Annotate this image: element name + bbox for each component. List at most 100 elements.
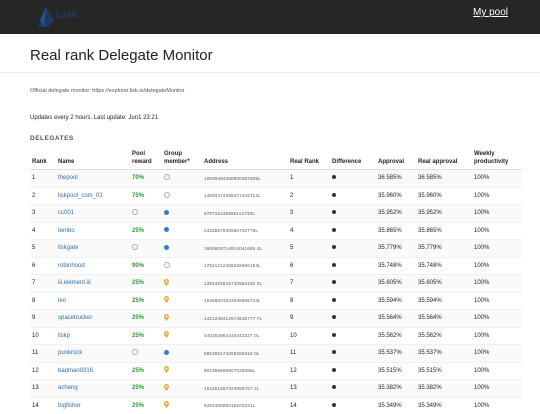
delegate-name-link[interactable]: cc001 [58,210,75,217]
delegate-name-link[interactable]: spacetrucker [58,315,93,322]
delegate-name-link[interactable]: punkrock [58,350,83,357]
my-pool-link[interactable]: My pool [472,7,508,18]
top-bar: Lisk My pool [0,0,540,34]
cell-approval: 35.515% [376,361,416,380]
delegate-name-link[interactable]: liskgate [58,245,79,252]
cell-approval: 35.865% [376,221,416,240]
col-pool-reward[interactable]: Pool reward [130,148,162,170]
lisk-logo-icon[interactable] [36,6,80,28]
cell-real-approval: 35.382% [416,379,472,397]
cell-real-rank: 11 [288,344,330,362]
cell-productivity: 100% [472,221,522,240]
cell-rank: 14 [30,396,56,414]
cell-real-rank: 10 [288,326,330,345]
col-address[interactable]: Address [202,148,288,170]
page-title: Real rank Delegate Monitor [30,47,213,64]
difference-dot-icon [332,262,336,267]
difference-dot-icon [332,175,336,180]
location-pin-icon [164,313,169,321]
cell-real-rank: 5 [288,239,330,257]
cell-rank: 12 [30,361,56,380]
cell-pool-reward: 25% [132,315,145,322]
cell-rank: 3 [30,204,56,222]
location-pin-icon [164,278,169,286]
cell-approval: 35.537% [376,344,416,362]
table-row: 5 liskgate 1605609714914041685 4L 5 35.779% 3… [30,239,522,257]
group-empty-icon [164,191,170,198]
cell-real-approval: 36.585% [416,169,472,187]
delegate-name-link[interactable]: robinhood [58,262,85,269]
col-real-approval[interactable]: Real approval [416,148,472,170]
cell-productivity: 100% [472,169,522,187]
location-pin-icon [164,366,169,374]
col-rank[interactable]: Rank [30,148,56,170]
cell-approval: 35.594% [376,291,416,310]
col-approval[interactable]: Approval [376,148,416,170]
cell-pool-reward: 25% [132,385,145,392]
cell-productivity: 100% [472,186,522,205]
cell-productivity: 100% [472,326,522,345]
cell-real-rank: 9 [288,309,330,327]
cell-pool-reward: 25% [132,402,145,409]
delegate-name-link[interactable]: iii.element.iii [58,280,91,287]
cell-address: 628140585016203331L [202,396,288,414]
cell-real-approval: 35.779% [416,239,472,257]
delegate-name-link[interactable]: leo [58,297,67,304]
col-group-member[interactable]: Group member* [162,148,202,170]
delegate-name-link[interactable]: thepool [58,175,78,182]
cell-address: 1605609714914041685 4L [202,239,288,257]
delegates-table: Rank Name Pool reward Group member* Addr… [30,148,522,414]
cell-real-approval: 35.537% [416,344,472,362]
col-weekly-productivity[interactable]: Weekly productivity [472,148,522,170]
delegate-name-link[interactable]: badman0316 [58,367,94,374]
table-row: 3 cc001 678715435886114730L 3 35.952% 35.952%… [30,204,522,222]
cell-real-rank: 7 [288,274,330,292]
cell-real-approval: 35.605% [416,274,472,292]
official-monitor-text: Official delegate monitor: https://explo… [30,88,185,94]
cell-real-approval: 35.349% [416,396,472,414]
cell-address: 685306174299259319 0L [202,344,288,362]
col-difference[interactable]: Difference [330,148,376,170]
cell-real-approval: 35.960% [416,186,472,205]
cell-real-approval: 35.515% [416,361,472,380]
cell-real-rank: 4 [288,221,330,240]
delegate-name-link[interactable]: liskp [58,332,71,339]
cell-pool-reward: 25% [132,367,145,374]
delegate-name-link[interactable]: liskpool_com_01 [58,192,103,199]
table-row: 1 thepool 70% 10839494360800387009L 1 36.585%… [30,169,522,187]
cell-rank: 1 [30,169,56,187]
location-pin-icon [164,331,169,339]
cell-address: 440262964433443427 0L [202,326,288,345]
col-name[interactable]: Name [56,148,130,170]
table-row: 11 punkrock 685306174299259319 0L 11 35.537%… [30,344,522,362]
cell-approval: 35.564% [376,309,416,327]
col-real-rank[interactable]: Real Rank [288,148,330,170]
cell-approval: 35.960% [376,186,416,205]
cell-productivity: 100% [472,344,522,362]
cell-rank: 9 [30,309,56,327]
delegate-name-link[interactable]: bigfisher [58,402,81,409]
cell-pool-reward: 75% [132,192,145,199]
cell-pool-reward: 90% [132,262,145,269]
cell-real-rank: 8 [288,291,330,310]
difference-dot-icon [332,332,336,337]
delegate-name-link[interactable]: acheng [58,385,78,392]
cell-real-approval: 35.562% [416,326,472,345]
cell-productivity: 100% [472,379,522,397]
cell-rank: 10 [30,326,56,345]
group-empty-icon [164,261,170,268]
group-member-icon [164,349,169,355]
cell-address: 1421248412674616777 7L [202,309,288,327]
cell-approval: 35.382% [376,379,416,397]
group-empty-icon [164,174,170,181]
difference-dot-icon [332,280,336,285]
cell-real-rank: 3 [288,204,330,222]
cell-rank: 6 [30,256,56,275]
table-row: 13 acheng 25% 154351567024995767 2L 13 35.382… [30,379,522,397]
difference-dot-icon [332,210,336,215]
table-row: 7 iii.element.iii 25% 1394325616740553182 0… [30,274,522,292]
cell-pool-reward: 70% [132,175,145,182]
cell-approval: 35.605% [376,274,416,292]
delegate-name-link[interactable]: tembo [58,227,75,234]
cell-real-approval: 35.564% [416,309,472,327]
